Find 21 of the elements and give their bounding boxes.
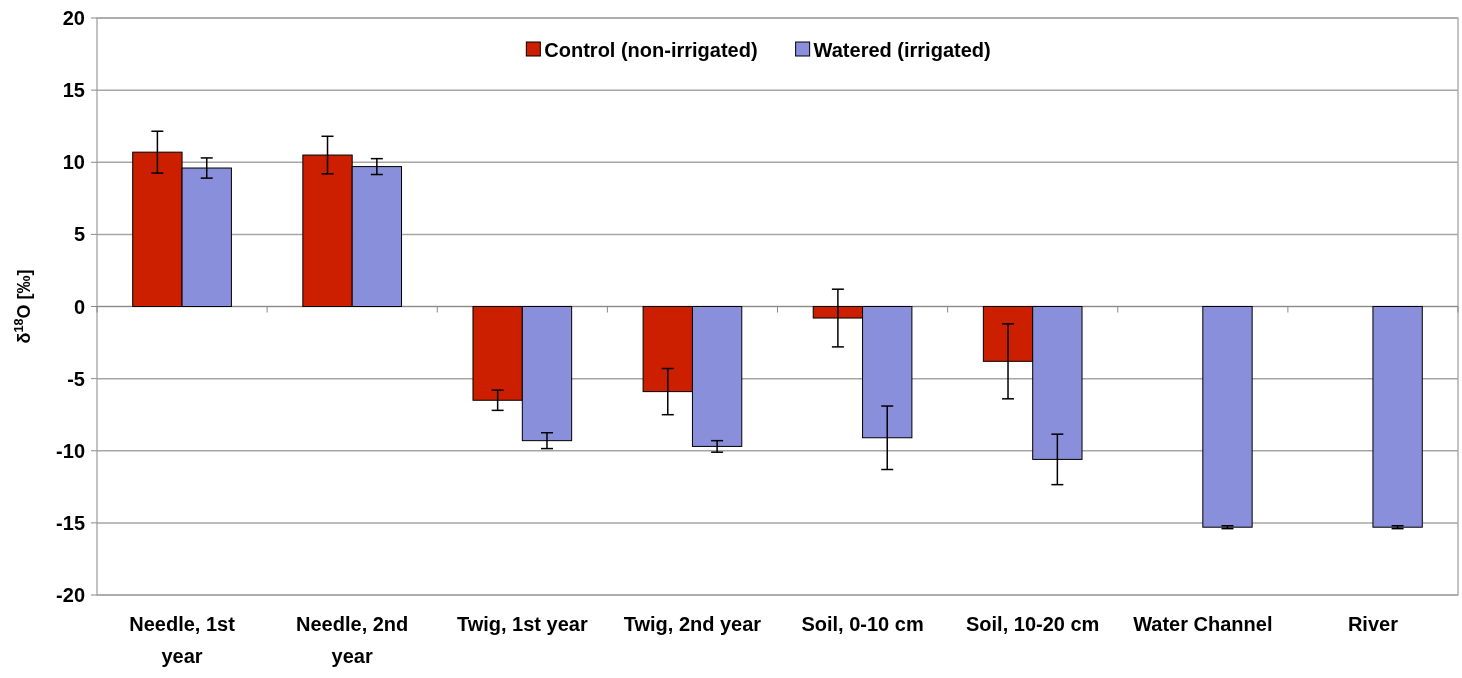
legend-label: Watered (irrigated) xyxy=(813,39,991,61)
y-tick-label: -5 xyxy=(67,367,85,390)
x-tick-label: River xyxy=(1347,613,1399,635)
y-tick-label: 5 xyxy=(73,223,85,246)
x-tick-label: Twig, 2nd year xyxy=(623,613,762,635)
x-tick-label: Needle, 1st year xyxy=(129,613,236,667)
y-tick-label: -15 xyxy=(56,511,85,534)
y-tick-label: -20 xyxy=(56,584,85,606)
x-tick-label: Twig, 1st year xyxy=(456,613,588,635)
legend-label: Control (non-irrigated) xyxy=(544,39,758,61)
x-tick-label: Water Channel xyxy=(1133,613,1273,635)
y-tick-label: 15 xyxy=(62,79,85,102)
y-tick-label: 20 xyxy=(62,7,85,29)
y-tick-label: -10 xyxy=(56,439,85,462)
bar xyxy=(1202,306,1253,528)
bar xyxy=(1372,306,1423,528)
x-tick-label: Soil, 10-20 cm xyxy=(965,613,1100,635)
y-tick-label: 10 xyxy=(62,151,85,174)
x-tick-label: Needle, 2nd year xyxy=(296,613,409,667)
x-tick-label: Soil, 0-10 cm xyxy=(801,613,924,635)
y-tick-label: 0 xyxy=(73,295,85,318)
